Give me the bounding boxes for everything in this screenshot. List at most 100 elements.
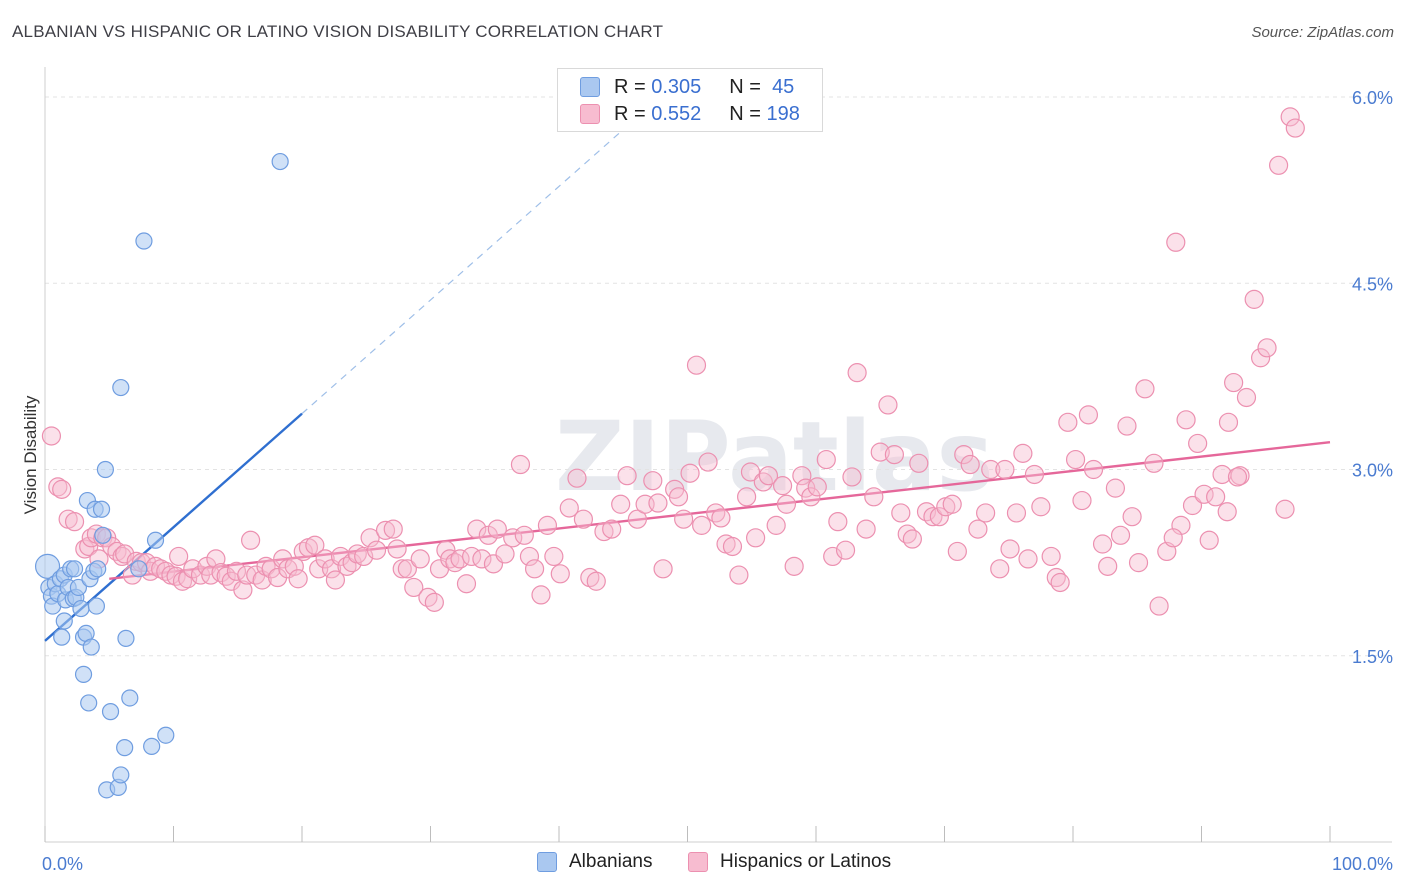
albanian-point (92, 500, 111, 518)
albanian-point (80, 694, 98, 712)
hispanic-point (241, 530, 261, 550)
hispanic-point (807, 477, 827, 497)
legend-row-albanians: R = 0.305 N = 45 (580, 75, 794, 99)
hispanic-point (404, 577, 424, 598)
albanian-point (146, 531, 165, 549)
hispanic-point (503, 528, 523, 548)
hispanic-point (801, 487, 821, 507)
hispanic-point (674, 509, 694, 529)
hispanic-point (1199, 530, 1219, 550)
hispanic-point (445, 553, 465, 573)
hispanic-point (1092, 534, 1113, 554)
y-tick-labels: 1.5% 3.0% 4.5% 6.0% (1352, 88, 1393, 667)
n-label: N = (729, 75, 761, 98)
hispanic-legend-label: Hispanics or Latinos (720, 851, 892, 872)
n-label: N = (729, 102, 761, 125)
hispanic-point (544, 546, 564, 567)
hispanic-point (1110, 525, 1131, 545)
albanian-point (89, 560, 107, 578)
legend-hispanics: Hispanics or Latinos (688, 851, 891, 873)
hispanic-point (166, 566, 186, 586)
hispanic-point (617, 466, 637, 486)
legend-albanians: Albanians (537, 851, 652, 873)
hispanic-point (968, 519, 988, 539)
hispanic-point (586, 571, 606, 591)
hispanic-point (878, 395, 898, 415)
hispanic-point (594, 521, 614, 542)
y-tick-label: 3.0% (1352, 461, 1393, 481)
hispanic-point (467, 519, 487, 539)
albanian-point (117, 629, 135, 647)
hispanic-point (776, 494, 797, 514)
hispanic-point (392, 559, 412, 579)
hispanic-point (990, 559, 1010, 579)
hispanic-point (537, 515, 558, 535)
hispanic-point (531, 585, 551, 605)
hispanic-swatch (580, 104, 600, 124)
hispanic-point (1013, 443, 1033, 463)
albanian-point (112, 766, 130, 784)
hispanic-point (1018, 549, 1038, 569)
hispanic-point (273, 549, 293, 569)
hispanic-point (397, 559, 417, 579)
hispanic-point (856, 519, 876, 539)
hispanic-point (550, 564, 570, 584)
hispanic-point (870, 442, 890, 462)
hispanic-point (1031, 497, 1051, 517)
albanian-point (72, 599, 90, 618)
hispanic-point (1224, 372, 1244, 393)
hispanic-point (573, 509, 594, 529)
hispanic-point (330, 546, 351, 567)
albanian-point (116, 739, 134, 757)
y-tick-label: 4.5% (1352, 274, 1393, 294)
hispanic-point (156, 561, 176, 581)
hispanic-point (648, 493, 668, 513)
hispanic-point (315, 549, 335, 569)
legend-row-hispanics: R = 0.552 N = 198 (580, 102, 800, 126)
hispanic-point (1236, 387, 1257, 408)
albanian-legend-label: Albanians (569, 851, 653, 872)
hispanic-point (960, 454, 980, 475)
albanian-point (96, 460, 114, 479)
hispanic-points (41, 107, 1305, 616)
hispanic-point (383, 519, 403, 539)
hispanic-point (884, 445, 904, 465)
hispanic-point (112, 546, 132, 567)
hispanic-point (337, 556, 357, 576)
hispanic-point (1285, 118, 1305, 138)
albanian-r-value: 0.305 (651, 75, 702, 98)
hispanic-point (256, 556, 276, 576)
hispanic-point (487, 519, 507, 539)
source-label: Source: ZipAtlas.com (1251, 24, 1394, 41)
albanian-trend-line (44, 412, 303, 642)
hispanic-point (602, 519, 622, 539)
albanian-point (69, 578, 88, 597)
hispanic-point (692, 515, 712, 535)
hispanic-point (816, 449, 836, 470)
hispanic-point (947, 541, 967, 562)
hispanic-point (1083, 459, 1104, 480)
hispanic-point (375, 520, 396, 540)
hispanic-point (1065, 449, 1086, 470)
hispanic-point (64, 512, 85, 532)
hispanic-point (1144, 453, 1164, 473)
hispanic-point (766, 515, 786, 535)
hispanic-point (1206, 487, 1226, 507)
hispanic-point (680, 463, 700, 483)
x-tick-label-end: 100.0% (1332, 854, 1393, 874)
hispanic-point (753, 472, 773, 492)
hispanic-point (472, 549, 492, 569)
hispanic-point (450, 549, 470, 569)
hispanic-point (183, 559, 203, 579)
hispanic-point (611, 494, 631, 514)
hispanic-point (842, 467, 862, 487)
hispanic-point (519, 546, 540, 567)
hispanic-point (1024, 464, 1045, 485)
hispanic-point (772, 476, 793, 496)
albanian-n-value: 45 (772, 75, 795, 98)
albanian-trend-extension (301, 129, 624, 415)
hispanic-point (288, 569, 308, 589)
hispanic-point (1058, 412, 1078, 432)
hispanic-point (1041, 546, 1061, 567)
hispanic-point (226, 561, 247, 581)
